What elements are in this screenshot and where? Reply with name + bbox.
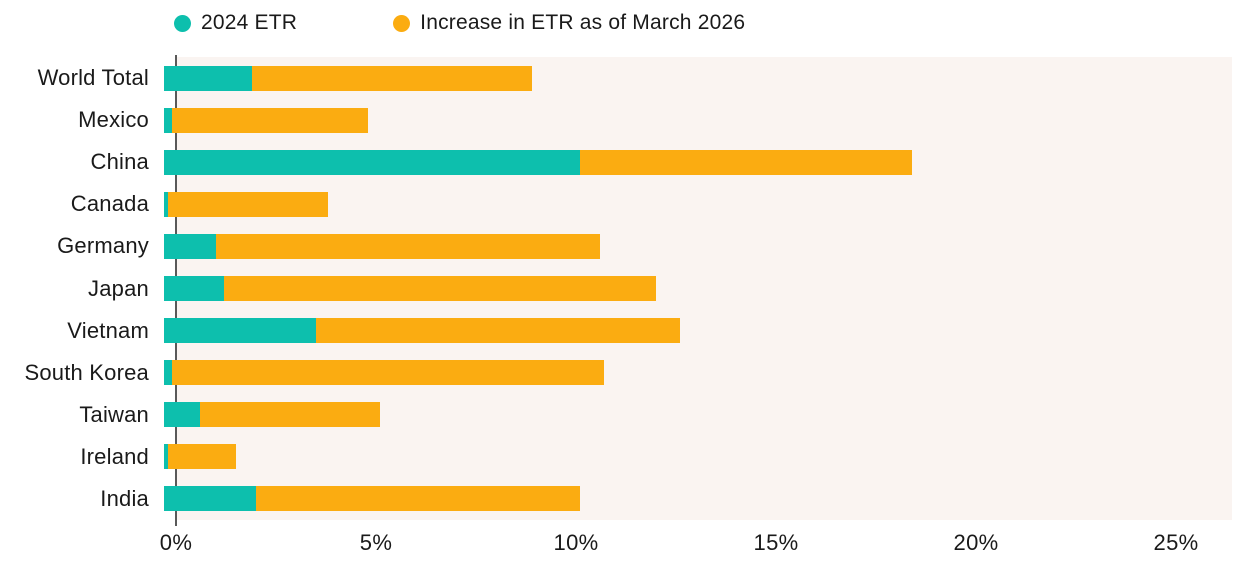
bar-track: [164, 360, 1232, 386]
category-label: Germany: [57, 233, 149, 259]
legend-item: Increase in ETR as of March 2026: [393, 11, 745, 35]
bar-segment-increase-in-etr-as-of-march-2026: [172, 360, 604, 386]
bar-segment-2024-etr: [164, 149, 580, 175]
x-tick-label: 25%: [1153, 530, 1199, 555]
chart-row: Ireland: [0, 436, 1232, 478]
legend-dot-icon: [393, 14, 411, 32]
chart-row: World Total: [0, 57, 1232, 99]
category-label: Ireland: [80, 443, 149, 469]
bar-track: [164, 149, 1232, 175]
x-tick-label: 5%: [359, 530, 393, 555]
chart-row: Mexico: [0, 99, 1232, 141]
category-label: India: [100, 485, 149, 511]
bar-segment-increase-in-etr-as-of-march-2026: [216, 233, 600, 259]
bar-segment-2024-etr: [164, 65, 252, 91]
bar-segment-2024-etr: [164, 402, 200, 428]
chart-rows: World Total Mexico China Canada Germany Japan…: [0, 57, 1232, 520]
chart-row: Vietnam: [0, 310, 1232, 352]
bar-segment-2024-etr: [164, 276, 224, 302]
category-label: Taiwan: [79, 401, 149, 427]
bar-segment-increase-in-etr-as-of-march-2026: [252, 65, 532, 91]
bar-segment-increase-in-etr-as-of-march-2026: [172, 107, 368, 133]
x-tick-label: 10%: [553, 530, 599, 555]
bar-segment-2024-etr: [164, 233, 216, 259]
chart-row: China: [0, 141, 1232, 183]
chart-row: South Korea: [0, 352, 1232, 394]
legend-label: 2024 ETR: [201, 11, 298, 34]
bar-track: [164, 65, 1232, 91]
bar-segment-increase-in-etr-as-of-march-2026: [580, 149, 912, 175]
bar-segment-increase-in-etr-as-of-march-2026: [168, 191, 328, 217]
legend-label: Increase in ETR as of March 2026: [420, 11, 746, 34]
x-tick-label: 15%: [753, 530, 799, 555]
bar-segment-2024-etr: [164, 191, 168, 217]
chart-row: Germany: [0, 225, 1232, 267]
bar-track: [164, 276, 1232, 302]
bar-segment-2024-etr: [164, 486, 256, 512]
bar-track: [164, 318, 1232, 344]
category-label: Mexico: [78, 107, 149, 133]
bar-segment-increase-in-etr-as-of-march-2026: [316, 318, 680, 344]
chart-legend: 2024 ETR Increase in ETR as of March 2026: [174, 8, 745, 38]
bar-segment-2024-etr: [164, 318, 316, 344]
chart-row: India: [0, 478, 1232, 520]
legend-item: 2024 ETR: [174, 11, 297, 35]
bar-track: [164, 402, 1232, 428]
category-label: South Korea: [24, 359, 149, 385]
legend-dot-icon: [174, 14, 191, 32]
category-label: World Total: [37, 65, 149, 91]
category-label: Vietnam: [67, 317, 149, 343]
x-tick-label: 20%: [953, 530, 999, 555]
category-label: Canada: [70, 191, 149, 217]
bar-segment-increase-in-etr-as-of-march-2026: [200, 402, 380, 428]
x-tick-label: 0%: [159, 530, 193, 555]
bar-segment-increase-in-etr-as-of-march-2026: [224, 276, 656, 302]
chart-row: Canada: [0, 183, 1232, 225]
chart-row: Japan: [0, 267, 1232, 309]
bar-track: [164, 233, 1232, 259]
bar-segment-increase-in-etr-as-of-march-2026: [168, 444, 236, 470]
bar-segment-increase-in-etr-as-of-march-2026: [256, 486, 580, 512]
bar-track: [164, 486, 1232, 512]
category-label: Japan: [88, 275, 149, 301]
bar-track: [164, 107, 1232, 133]
category-label: China: [90, 149, 149, 175]
chart-row: Taiwan: [0, 394, 1232, 436]
bar-track: [164, 191, 1232, 217]
bar-segment-2024-etr: [164, 360, 172, 386]
bar-segment-2024-etr: [164, 444, 168, 470]
bar-track: [164, 444, 1232, 470]
x-axis-tick-labels: 0% 5% 10% 15% 20% 25%: [160, 530, 1232, 562]
bar-segment-2024-etr: [164, 107, 172, 133]
